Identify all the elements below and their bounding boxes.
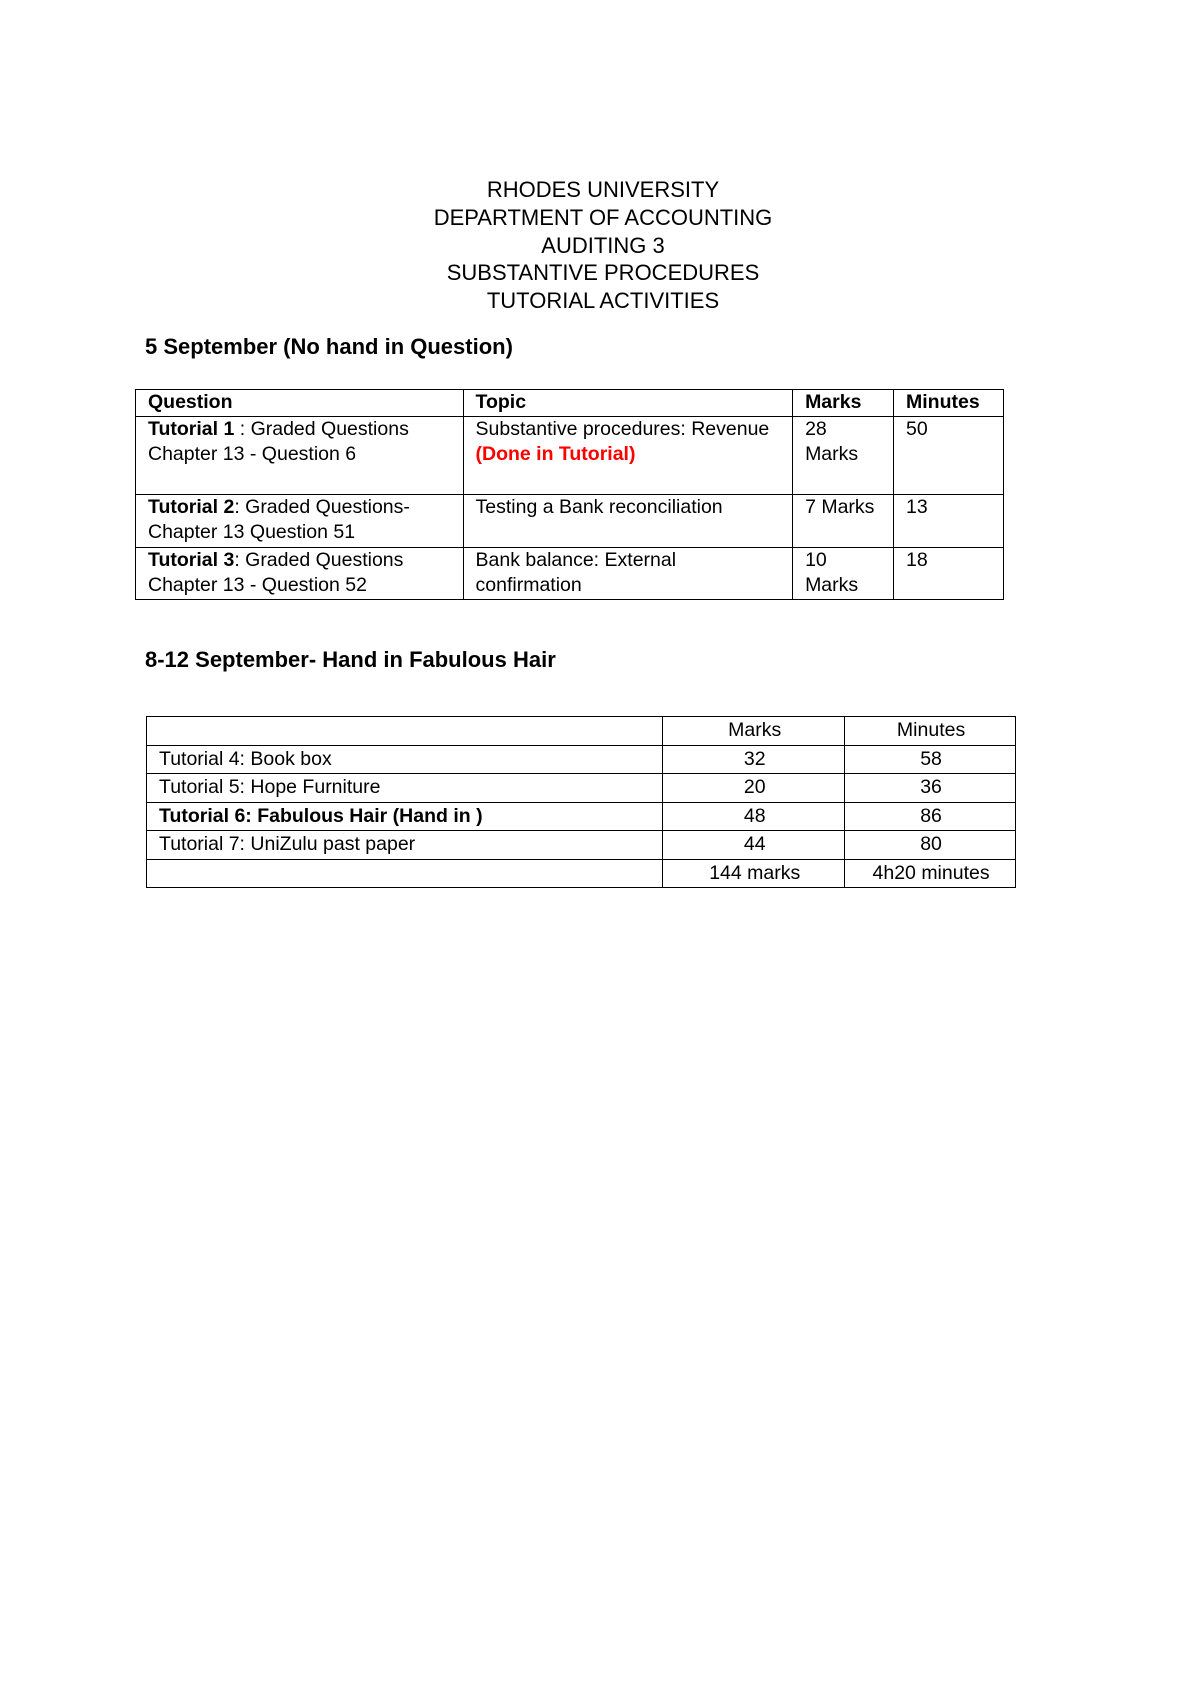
question-cell: Tutorial 2: Graded Questions- Chapter 13…: [135, 493, 464, 548]
question-label: Tutorial 3: [148, 548, 235, 571]
tutorial-name: Tutorial 6: Fabulous Hair (Hand in ): [145, 801, 664, 831]
topic-text: Bank balance: External confirmation: [475, 548, 677, 597]
column-header: Question: [135, 389, 464, 417]
topic-text: Substantive procedures: Revenue: [475, 417, 770, 440]
column-header: Marks: [792, 389, 894, 417]
table-header-row: Marks Minutes: [145, 716, 1016, 746]
section1-heading: 5 September (No hand in Question): [145, 334, 513, 359]
question-label: Tutorial 1: [148, 417, 235, 440]
total-row: 144 marks 4h20 minutes: [145, 858, 1016, 888]
marks-cell: 7 Marks: [792, 493, 894, 548]
question-text: : Graded Questions- Chapter 13 Question …: [148, 495, 410, 544]
tutorial-table-1: Question Topic Marks Minutes Tutorial 1 …: [135, 389, 1004, 600]
column-header: Minutes: [844, 716, 1016, 746]
minutes-cell: 13: [893, 493, 1004, 548]
table-row: Tutorial 6: Fabulous Hair (Hand in ) 48 …: [145, 801, 1016, 831]
question-cell: Tutorial 3: Graded Questions Chapter 13 …: [135, 546, 464, 600]
total-marks: 144 marks: [662, 858, 846, 888]
total-label: [145, 858, 664, 888]
marks-cell: 44: [662, 830, 846, 860]
question-cell: Tutorial 1 : Graded Questions Chapter 13…: [135, 415, 464, 495]
total-minutes: 4h20 minutes: [844, 858, 1016, 888]
document-title: RHODES UNIVERSITY DEPARTMENT OF ACCOUNTI…: [0, 176, 1200, 315]
question-text: : Graded Questions Chapter 13 - Question…: [148, 417, 409, 466]
minutes-cell: 50: [893, 415, 1004, 495]
minutes-cell: 18: [893, 546, 1004, 600]
topic-note: (Done in Tutorial): [475, 443, 636, 466]
table-row: Tutorial 3: Graded Questions Chapter 13 …: [135, 546, 1004, 600]
marks-cell: 32: [662, 744, 846, 774]
question-label: Tutorial 2: [148, 495, 235, 518]
column-header: Minutes: [893, 389, 1004, 417]
marks-cell: 28 Marks: [792, 415, 894, 495]
topic-cell: Bank balance: External confirmation: [462, 546, 794, 600]
table-row: Tutorial 2: Graded Questions- Chapter 13…: [135, 493, 1004, 548]
title-line: TUTORIAL ACTIVITIES: [486, 288, 720, 314]
table-row: Tutorial 7: UniZulu past paper 44 80: [145, 830, 1016, 860]
minutes-cell: 80: [844, 830, 1016, 860]
section2-heading: 8-12 September- Hand in Fabulous Hair: [145, 647, 556, 672]
topic-text: Testing a Bank reconciliation: [475, 495, 723, 518]
tutorial-table-2: Marks Minutes Tutorial 4: Book box 32 58…: [145, 716, 1016, 888]
table-header-row: Question Topic Marks Minutes: [135, 389, 1004, 417]
minutes-cell: 58: [844, 744, 1016, 774]
column-header: Marks: [662, 716, 846, 746]
minutes-cell: 86: [844, 801, 1016, 831]
minutes-cell: 36: [844, 773, 1016, 803]
marks-cell: 20: [662, 773, 846, 803]
column-header: Topic: [462, 389, 794, 417]
marks-cell: 10 Marks: [792, 546, 894, 600]
column-header: [145, 716, 664, 746]
tutorial-name: Tutorial 7: UniZulu past paper: [145, 830, 664, 860]
marks-cell: 48: [662, 801, 846, 831]
title-line: RHODES UNIVERSITY: [486, 177, 720, 202]
question-text: : Graded Questions Chapter 13 - Question…: [148, 548, 404, 597]
title-line: SUBSTANTIVE PROCEDURES: [446, 260, 760, 286]
topic-cell: Substantive procedures: Revenue (Done in…: [462, 415, 794, 495]
tutorial-name: Tutorial 4: Book box: [145, 744, 664, 774]
tutorial-name: Tutorial 5: Hope Furniture: [145, 773, 664, 803]
table-row: Tutorial 5: Hope Furniture 20 36: [145, 773, 1016, 803]
title-line: DEPARTMENT OF ACCOUNTING: [433, 204, 773, 230]
title-line: AUDITING 3: [541, 232, 665, 258]
topic-cell: Testing a Bank reconciliation: [462, 493, 794, 548]
table-row: Tutorial 4: Book box 32 58: [145, 744, 1016, 774]
table-row: Tutorial 1 : Graded Questions Chapter 13…: [135, 415, 1004, 495]
